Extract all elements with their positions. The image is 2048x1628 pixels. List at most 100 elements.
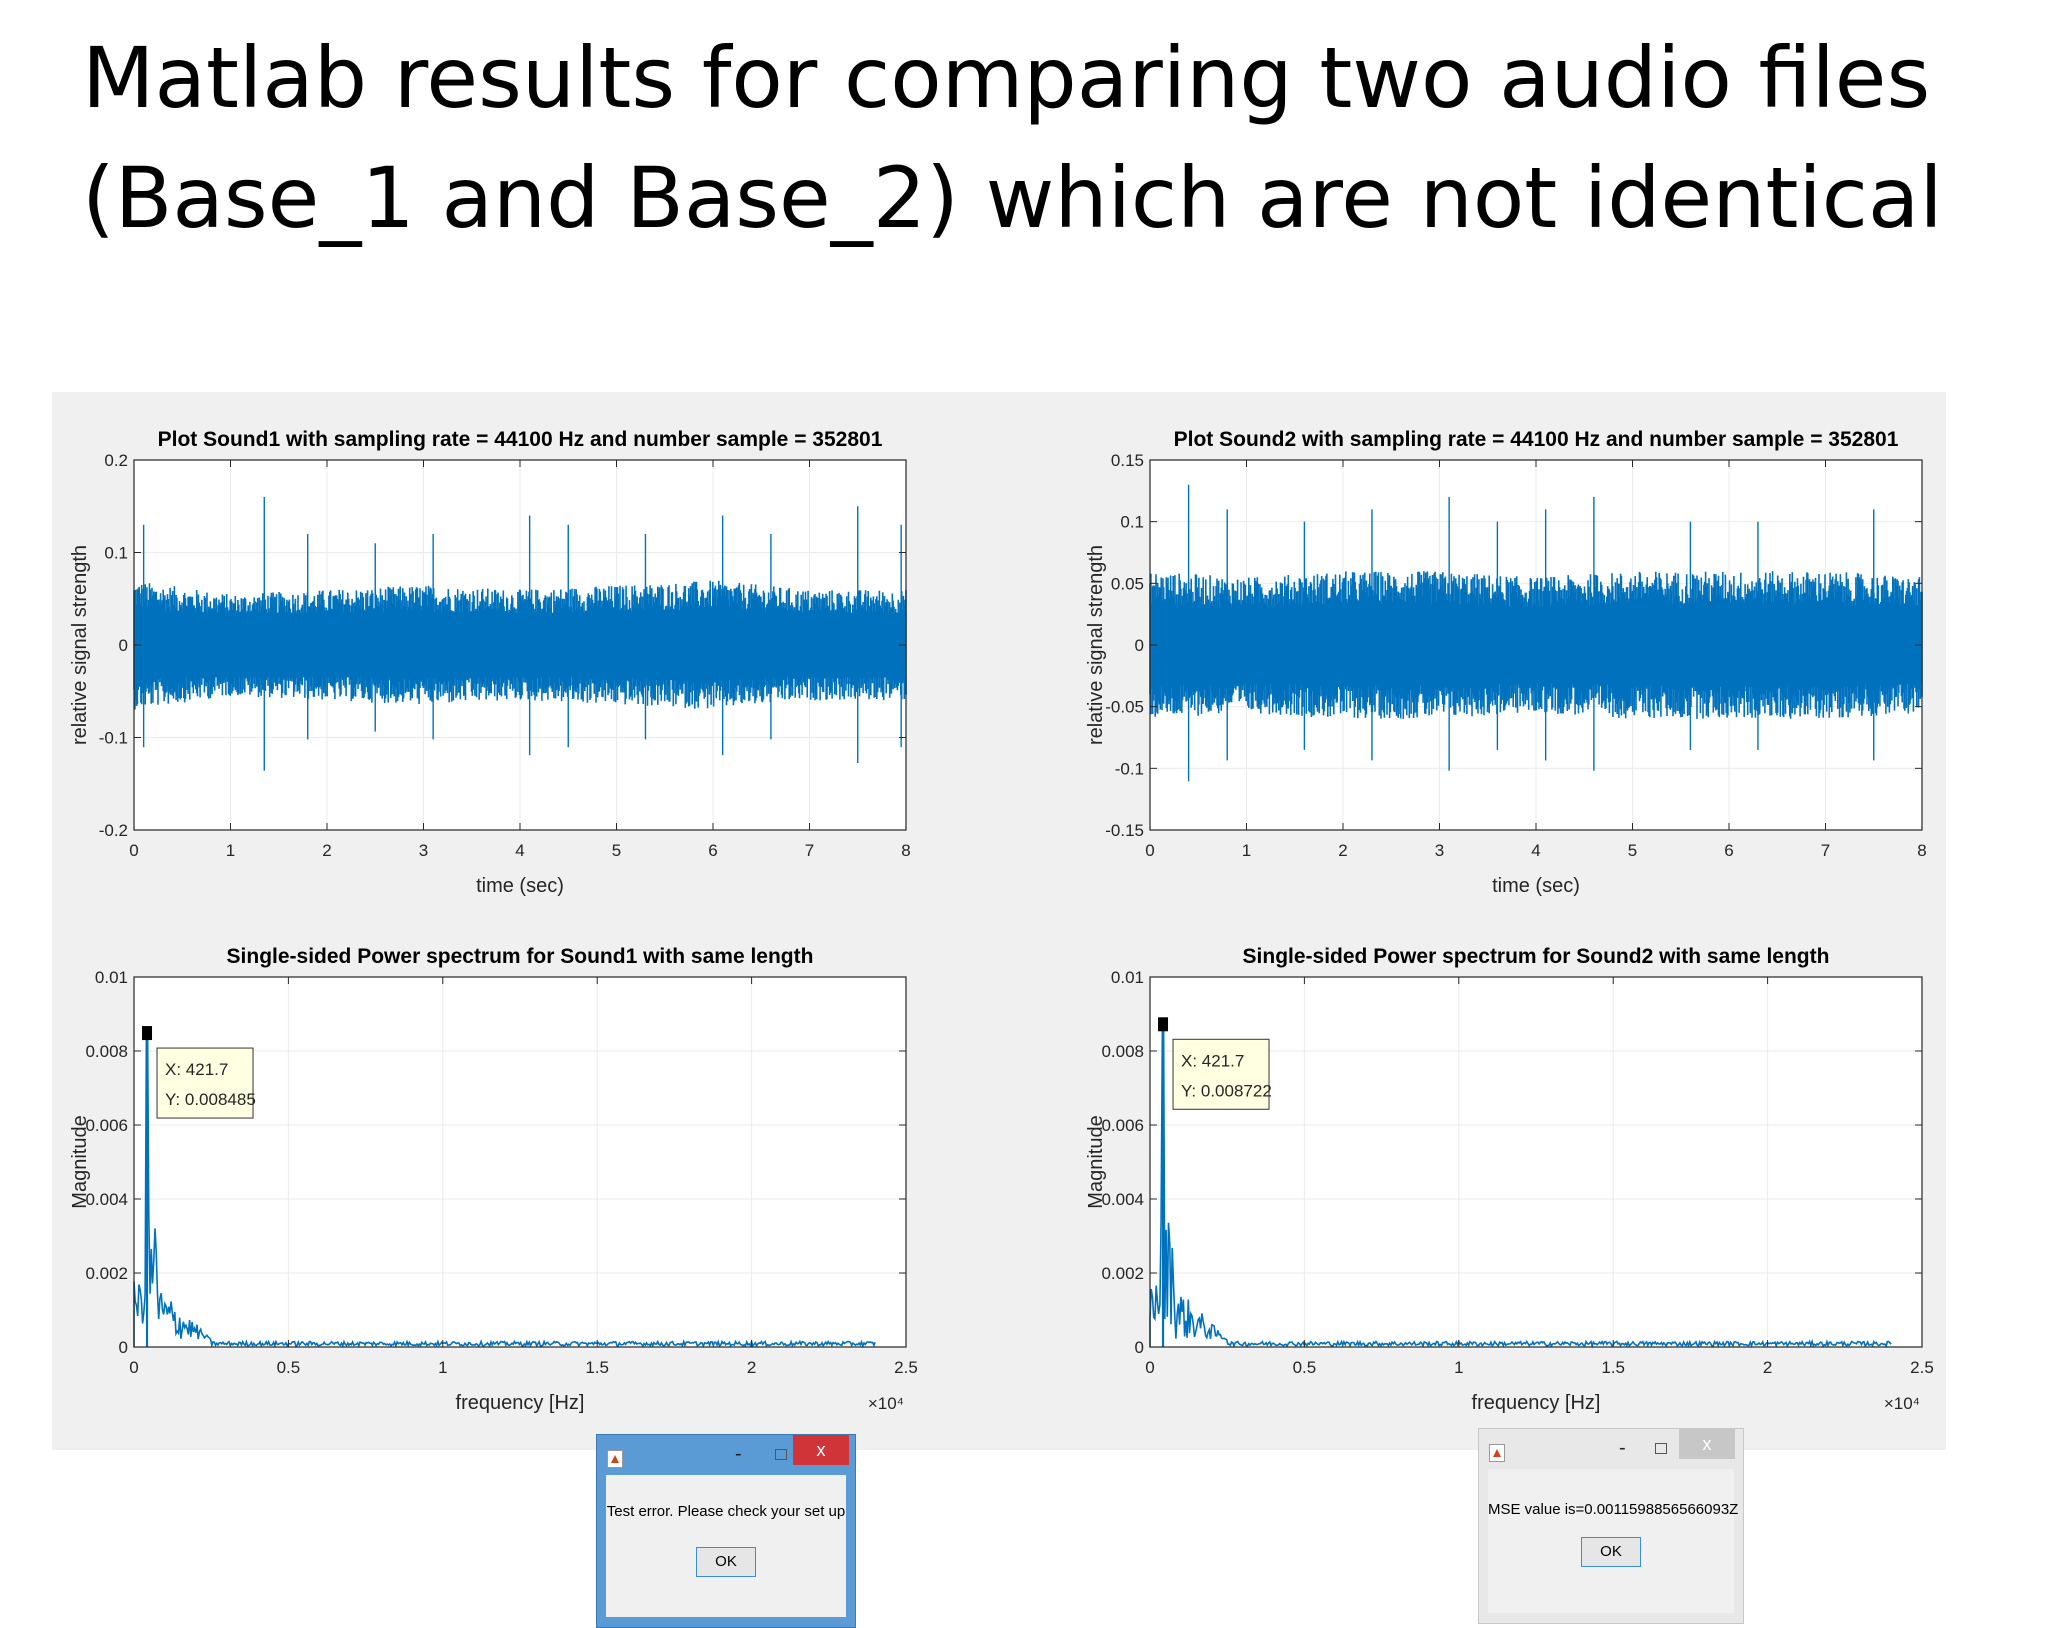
minimize-button[interactable]: - [1619,1437,1626,1459]
dialog-body: MSE value is=0.0011598856566093Z OK [1488,1469,1738,1613]
y-axis-label: Magnitude [69,1115,91,1208]
datatip-y: Y: 0.008722 [1181,1081,1272,1100]
y-tick-label: 0 [119,1338,128,1357]
y-axis-label: relative signal strength [69,545,91,745]
y-tick-label: -0.2 [99,821,128,840]
x-tick-label: 8 [901,841,910,860]
y-tick-label: 0.008 [1101,1042,1144,1061]
x-tick-label: 2 [747,1358,756,1377]
axes-title: Plot Sound2 with sampling rate = 44100 H… [1174,428,1899,451]
waveform-core [1152,608,1920,682]
x-tick-label: 4 [1531,841,1540,860]
x-tick-label: 6 [1724,841,1733,860]
x-tick-label: 0 [1145,1358,1154,1377]
y-tick-label: 0 [119,636,128,655]
axes-box [133,976,907,1348]
x-axis-label: time (sec) [1492,875,1580,897]
y-tick-label: 0.1 [104,544,128,563]
matlab-icon [607,1450,623,1468]
y-tick-label: 0 [1135,636,1144,655]
axes-title: Single-sided Power spectrum for Sound2 w… [1243,945,1830,968]
datatip-box [1172,1038,1270,1110]
x-tick-label: 7 [1821,841,1830,860]
y-tick-label: -0.1 [1115,759,1144,778]
slide-title: Matlab results for comparing two audio f… [82,18,1982,258]
x-tick-label: 2 [1338,841,1347,860]
x-tick-label: 6 [708,841,717,860]
y-tick-label: 0.05 [1111,574,1144,593]
x-tick-label: 2.5 [894,1358,918,1377]
error-dialog[interactable]: - x Test error. Please check your set up… [596,1434,856,1628]
y-tick-label: 0.002 [85,1264,128,1283]
y-axis-label: relative signal strength [1085,545,1107,745]
y-tick-label: -0.05 [1105,698,1144,717]
x-multiplier: ×10⁴ [1884,1394,1920,1413]
y-axis-label: Magnitude [1085,1115,1107,1208]
datatip-y: Y: 0.008485 [165,1090,256,1109]
datatip-box [156,1047,254,1119]
x-tick-label: 5 [612,841,621,860]
x-tick-label: 1 [1454,1358,1463,1377]
y-tick-label: 0 [1135,1338,1144,1357]
y-tick-label: 0.004 [1101,1190,1144,1209]
dialog-body: Test error. Please check your set up OK [606,1475,846,1617]
x-tick-label: 7 [805,841,814,860]
x-tick-label: 0 [129,841,138,860]
data-series [133,497,907,771]
mse-dialog[interactable]: - x MSE value is=0.0011598856566093Z OK [1478,1428,1744,1624]
datatip-x: X: 421.7 [1181,1051,1244,1070]
figure-canvas: 0 1 2 3 4 5 6 7 8 -0.2 -0.1 0 0.1 0.2 Plot Sound1 with… [69,428,1934,1414]
x-tick-label: 0 [129,1358,138,1377]
y-tick-label: 0.002 [1101,1264,1144,1283]
ok-button[interactable]: OK [696,1547,756,1577]
x-axis-label: frequency [Hz] [1472,1392,1601,1414]
y-tick-label: -0.1 [99,729,128,748]
axes-wave1: 0 1 2 3 4 5 6 7 8 -0.2 -0.1 0 0.1 0.2 Plot Sound1 with… [69,428,911,897]
maximize-button[interactable] [775,1449,787,1460]
y-tick-label: 0.1 [1120,513,1144,532]
slide-title-line2: (Base_1 and Base_2) which are not identi… [82,149,1943,247]
y-tick-label: 0.15 [1111,451,1144,470]
y-tick-label: 0.004 [85,1190,128,1209]
x-tick-label: 0 [1145,841,1154,860]
y-tick-label: 0.006 [85,1116,128,1135]
x-multiplier: ×10⁴ [868,1394,904,1413]
axes-title: Single-sided Power spectrum for Sound1 w… [227,945,814,968]
x-tick-label: 1 [438,1358,447,1377]
x-tick-label: 2 [1763,1358,1772,1377]
close-button[interactable]: x [1679,1429,1735,1459]
plot-area [1150,977,1922,1347]
axes-spec1: X: 421.7 Y: 0.008485 0 0.5 1 1.5 2 2.5 0 0.002 0.0… [69,945,918,1414]
matlab-figure: 0 1 2 3 4 5 6 7 8 -0.2 -0.1 0 0.1 0.2 Plot Sound1 with… [52,392,1946,1628]
x-tick-label: 0.5 [277,1358,301,1377]
error-message: Test error. Please check your set up [606,1503,846,1520]
x-tick-label: 2 [322,841,331,860]
x-tick-label: 1.5 [1601,1358,1625,1377]
x-axis-label: time (sec) [476,875,564,897]
x-axis-label: frequency [Hz] [456,1392,585,1414]
x-tick-label: 5 [1628,841,1637,860]
slide-title-line1: Matlab results for comparing two audio f… [82,29,1931,127]
y-tick-label: 0.2 [104,451,128,470]
x-tick-label: 3 [1435,841,1444,860]
close-button[interactable]: x [793,1435,849,1465]
datatip-marker [1158,1017,1169,1032]
x-tick-label: 1.5 [585,1358,609,1377]
x-tick-label: 8 [1917,841,1926,860]
ok-button[interactable]: OK [1581,1537,1641,1567]
maximize-button[interactable] [1655,1443,1667,1454]
y-tick-label: 0.01 [1111,968,1144,987]
axes-box [1149,976,1923,1348]
y-tick-label: 0.006 [1101,1116,1144,1135]
x-tick-label: 4 [515,841,524,860]
y-tick-label: 0.008 [85,1042,128,1061]
minimize-button[interactable]: - [735,1443,742,1465]
axes-wave2: 0 1 2 3 4 5 6 7 8 -0.15 -0.1 -0.05 0 0.05 0.1 0.15 Plot … [1085,428,1927,897]
x-tick-label: 2.5 [1910,1358,1934,1377]
x-tick-label: 1 [226,841,235,860]
datatip-x: X: 421.7 [165,1060,228,1079]
waveform-core [136,612,904,678]
axes-title: Plot Sound1 with sampling rate = 44100 H… [158,428,883,451]
plot-area [134,977,906,1347]
x-tick-label: 3 [419,841,428,860]
